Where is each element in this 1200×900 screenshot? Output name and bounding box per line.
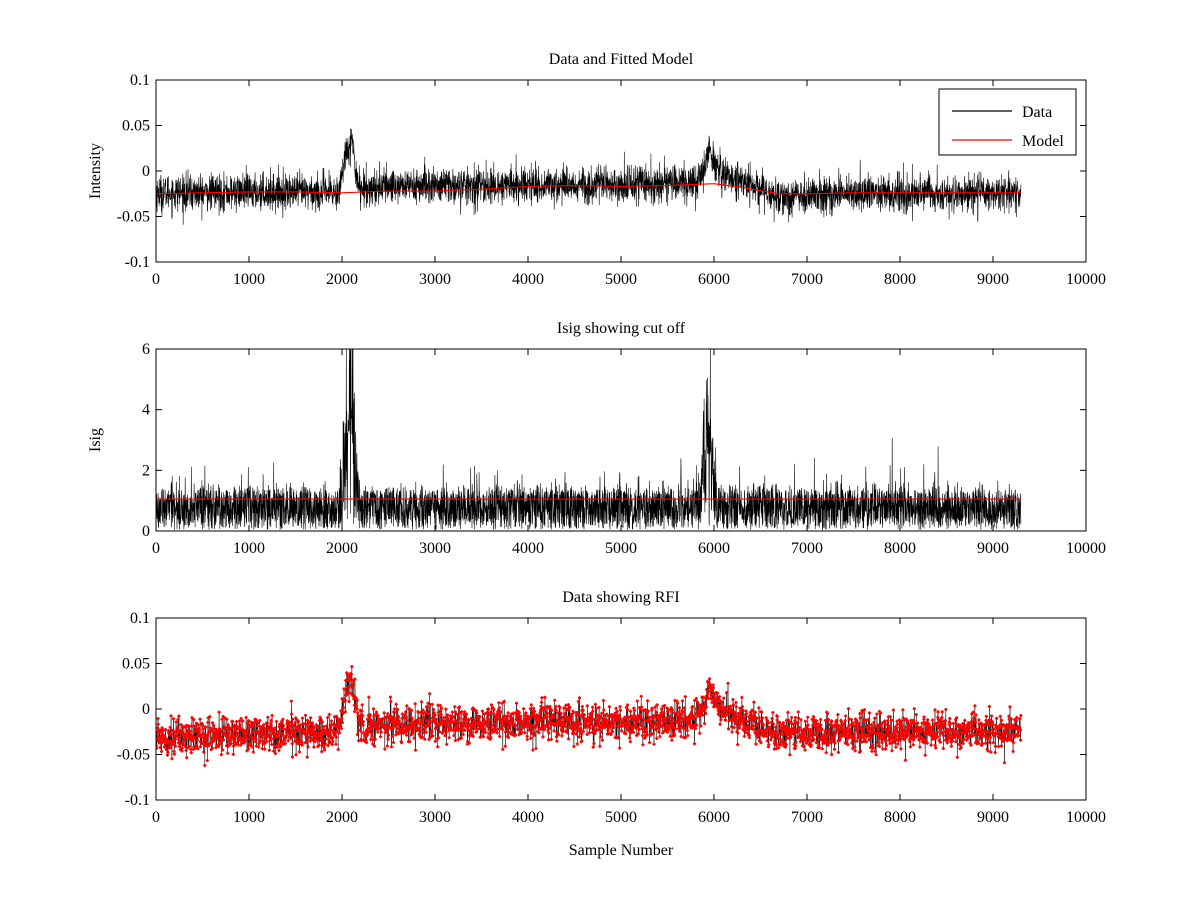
x-tick-label: 5000 — [605, 540, 637, 557]
plot-area — [156, 349, 1022, 531]
y-tick-label: -0.05 — [117, 747, 150, 764]
x-tick-label: 1000 — [233, 540, 265, 557]
plot-area — [156, 665, 1023, 768]
y-tick-label: 0.05 — [122, 118, 150, 135]
x-tick-label: 10000 — [1066, 809, 1106, 826]
x-tick-label: 4000 — [512, 809, 544, 826]
panel-3: 0 1000 2000 3000 4000 5000 6000 7000 8000 9000 100… — [117, 589, 1106, 859]
chart-title: Isig showing cut off — [557, 320, 686, 337]
x-tick-label: 5000 — [605, 809, 637, 826]
y-axis-label: Intensity — [87, 143, 104, 199]
y-tick-label: 4 — [142, 402, 150, 419]
series-rfi-markers — [156, 665, 1023, 768]
x-tick-label: 3000 — [419, 540, 451, 557]
x-tick-label: 10000 — [1066, 271, 1106, 288]
x-tick-label: 5000 — [605, 271, 637, 288]
x-tick-label: 7000 — [791, 809, 823, 826]
y-tick-label: 0 — [142, 701, 150, 718]
x-tick-label: 8000 — [884, 271, 916, 288]
x-tick-label: 4000 — [512, 540, 544, 557]
x-tick-label: 9000 — [977, 809, 1009, 826]
y-tick-label: 0.1 — [130, 72, 150, 89]
y-tick-label: 0.1 — [130, 610, 150, 627]
y-tick-label: 6 — [142, 341, 150, 358]
series-model-line — [156, 183, 1021, 195]
x-axis-label: Sample Number — [569, 842, 674, 859]
panel-2: 0 1000 2000 3000 4000 5000 6000 7000 8000 9000 100… — [87, 320, 1106, 557]
x-tick-label: 2000 — [326, 271, 358, 288]
plot-area — [156, 128, 1022, 225]
y-tick-label: 0 — [142, 163, 150, 180]
y-tick-label: 2 — [142, 462, 150, 479]
x-tick-label: 8000 — [884, 540, 916, 557]
x-tick-label: 6000 — [698, 271, 730, 288]
x-tick-label: 2000 — [326, 809, 358, 826]
y-tick-label: -0.1 — [125, 792, 150, 809]
x-tick-label: 6000 — [698, 809, 730, 826]
y-tick-label: 0 — [142, 523, 150, 540]
x-tick-label: 7000 — [791, 540, 823, 557]
x-tick-label: 2000 — [326, 540, 358, 557]
x-tick-label: 1000 — [233, 809, 265, 826]
legend-label-data: Data — [1022, 104, 1052, 121]
x-tick-label: 1000 — [233, 271, 265, 288]
y-tick-label: -0.05 — [117, 209, 150, 226]
y-axis-label: Isig — [87, 428, 104, 452]
x-tick-label: 6000 — [698, 540, 730, 557]
chart-title: Data and Fitted Model — [549, 51, 694, 68]
chart-title: Data showing RFI — [562, 589, 679, 606]
x-tick-label: 0 — [152, 271, 160, 288]
y-tick-label: -0.1 — [125, 254, 150, 271]
x-tick-label: 9000 — [977, 271, 1009, 288]
panel-1: 0 1000 2000 3000 4000 5000 6000 7000 8000 9000 100… — [87, 51, 1106, 288]
x-tick-label: 4000 — [512, 271, 544, 288]
x-tick-label: 7000 — [791, 271, 823, 288]
legend-label-model: Model — [1022, 133, 1064, 150]
series-data-line — [156, 128, 1022, 225]
x-tick-label: 0 — [152, 809, 160, 826]
x-tick-label: 8000 — [884, 809, 916, 826]
x-tick-label: 10000 — [1066, 540, 1106, 557]
x-tick-label: 3000 — [419, 809, 451, 826]
legend-box — [938, 88, 1077, 156]
x-tick-label: 3000 — [419, 271, 451, 288]
legend: Data Model — [938, 88, 1077, 156]
y-tick-label: 0.05 — [122, 656, 150, 673]
x-tick-label: 9000 — [977, 540, 1009, 557]
x-tick-label: 0 — [152, 540, 160, 557]
series-isig-line — [156, 349, 1022, 531]
